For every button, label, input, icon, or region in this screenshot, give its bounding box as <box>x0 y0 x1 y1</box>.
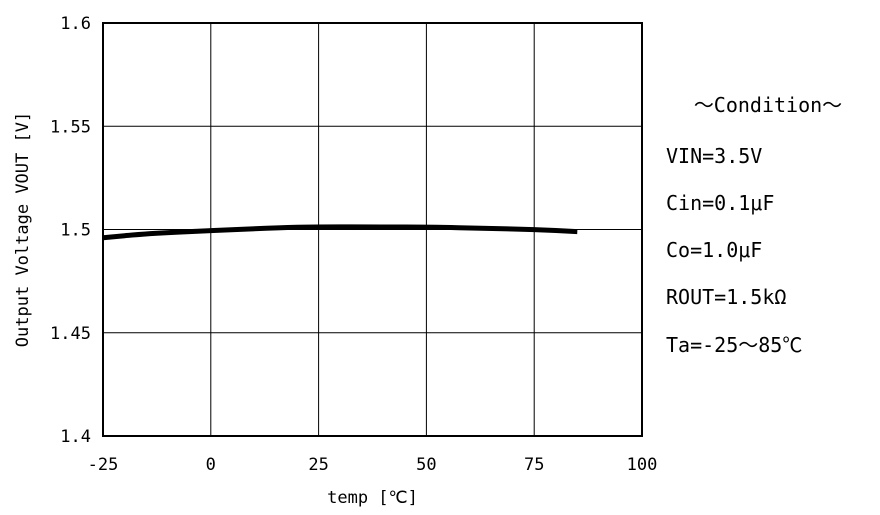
condition-ta: Ta=-25～85℃ <box>666 333 802 357</box>
x-tick-label: 50 <box>416 455 436 475</box>
y-tick-label: 1.6 <box>60 14 91 34</box>
plot-frame <box>102 22 643 437</box>
series-layer <box>102 224 578 241</box>
x-tick-label: 100 <box>627 455 658 475</box>
y-axis-title: Output Voltage VOUT [V] <box>13 112 33 347</box>
condition-title: ～Condition～ <box>694 93 842 117</box>
y-tick-label: 1.55 <box>50 117 91 137</box>
series-line <box>102 224 578 241</box>
condition-co: Co=1.0μF <box>666 238 762 262</box>
y-tick-label: 1.45 <box>50 324 91 344</box>
condition-annotation: ～Condition～ VIN=3.5V Cin=0.1μF Co=1.0μF … <box>666 93 842 357</box>
x-tick-label: -25 <box>88 455 119 475</box>
x-tick-label: 25 <box>308 455 328 475</box>
condition-rout: ROUT=1.5kΩ <box>666 285 786 309</box>
y-tick-label: 1.4 <box>60 427 91 447</box>
y-tick-labels: 1.4 1.45 1.5 1.55 1.6 <box>50 14 91 447</box>
x-tick-label: 0 <box>206 455 216 475</box>
condition-cin: Cin=0.1μF <box>666 191 774 215</box>
x-tick-labels: -25 0 25 50 75 100 <box>88 455 658 475</box>
x-axis-title: temp [℃] <box>327 488 418 508</box>
condition-vin: VIN=3.5V <box>666 144 762 168</box>
y-tick-label: 1.5 <box>60 221 91 241</box>
x-tick-label: 75 <box>524 455 544 475</box>
